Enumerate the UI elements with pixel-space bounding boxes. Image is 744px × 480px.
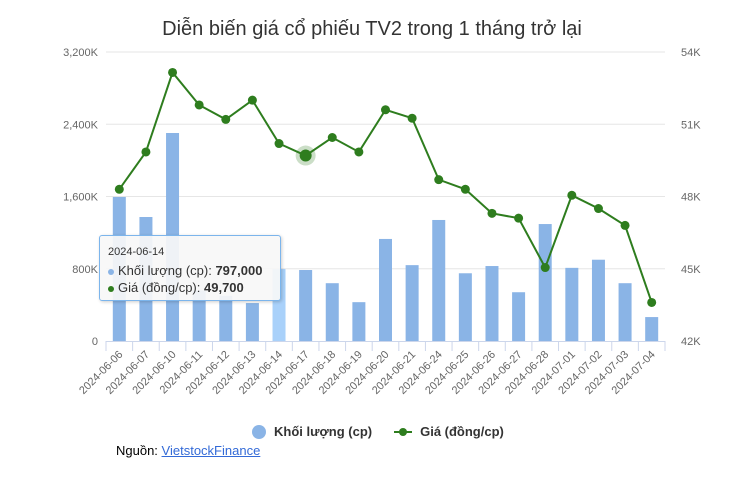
- svg-text:51K: 51K: [681, 119, 701, 131]
- tooltip: 2024-06-14 Khối lượng (cp): 797,000 Giá …: [99, 235, 281, 301]
- svg-text:1,600K: 1,600K: [63, 192, 99, 204]
- tooltip-volume: Khối lượng (cp): 797,000: [108, 263, 262, 278]
- legend: Khối lượng (cp) Giá (đồng/cp): [252, 424, 504, 439]
- svg-text:48K: 48K: [681, 192, 701, 204]
- source-link[interactable]: VietstockFinance: [161, 443, 261, 458]
- legend-item-volume[interactable]: Khối lượng (cp): [252, 424, 372, 439]
- legend-item-price[interactable]: Giá (đồng/cp): [394, 424, 504, 439]
- svg-text:2,400K: 2,400K: [63, 119, 99, 131]
- price-dot-icon: [108, 285, 114, 292]
- svg-text:3,200K: 3,200K: [63, 47, 99, 59]
- tooltip-date: 2024-06-14: [108, 246, 165, 258]
- circle-icon: [252, 424, 266, 439]
- chart-title: Diễn biến giá cổ phiếu TV2 trong 1 tháng…: [162, 18, 582, 40]
- svg-text:54K: 54K: [681, 47, 701, 59]
- source: Nguồn: VietstockFinance: [116, 443, 261, 458]
- svg-text:0: 0: [92, 336, 98, 348]
- volume-dot-icon: [108, 268, 114, 275]
- svg-text:45K: 45K: [681, 264, 701, 276]
- svg-text:42K: 42K: [681, 336, 701, 348]
- svg-text:800K: 800K: [72, 264, 98, 276]
- tooltip-price: Giá (đồng/cp): 49,700: [108, 280, 244, 295]
- line-marker-icon: [394, 427, 413, 436]
